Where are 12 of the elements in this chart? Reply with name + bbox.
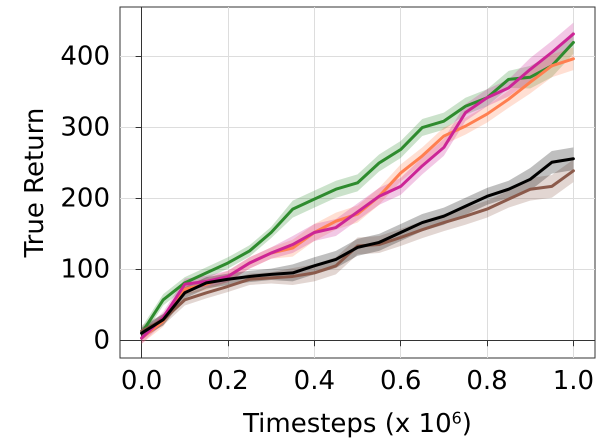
y-tick-label: 400 <box>60 42 110 72</box>
y-tick-label: 100 <box>60 254 110 284</box>
x-tick-label: 0.2 <box>207 366 249 396</box>
y-tick-label: 200 <box>60 183 110 214</box>
y-tick-label: 0 <box>93 325 110 356</box>
y-axis-title: True Return <box>20 108 50 258</box>
x-tick-label: 0.6 <box>380 366 422 396</box>
x-tick-label: 0.4 <box>294 366 335 396</box>
x-tick-label: 0.0 <box>120 366 162 396</box>
y-tick-label: 300 <box>60 112 110 143</box>
x-tick-label: 1.0 <box>552 366 594 396</box>
x-tick-label: 0.8 <box>466 366 508 396</box>
